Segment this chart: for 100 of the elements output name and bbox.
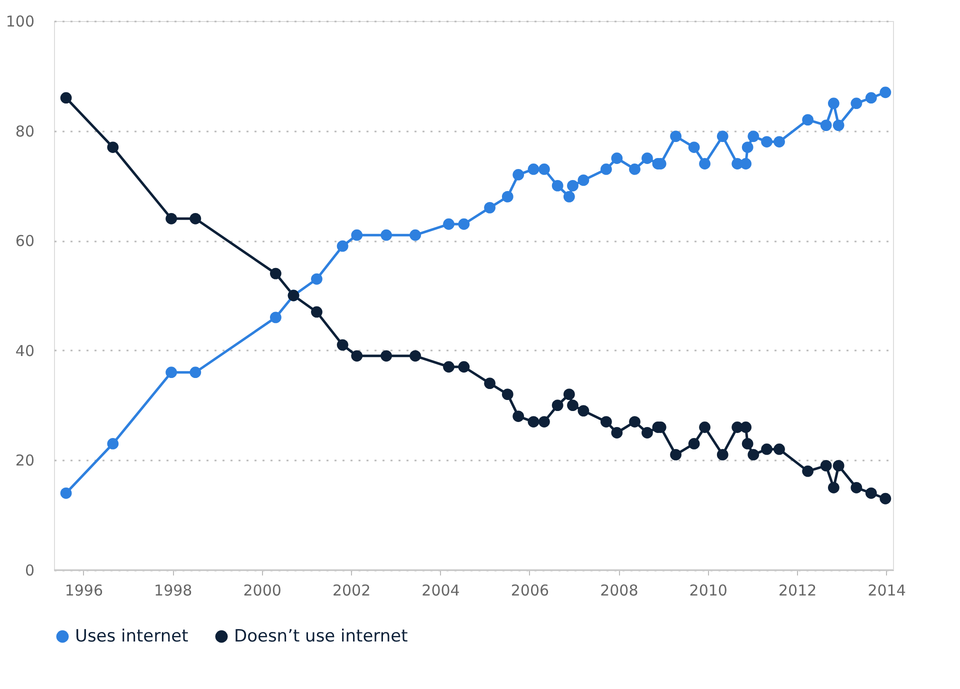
point [552, 180, 564, 192]
point [828, 98, 840, 110]
point [761, 444, 772, 455]
point [336, 240, 348, 252]
point [832, 120, 844, 131]
point [578, 174, 590, 186]
point [716, 130, 728, 142]
point [380, 350, 392, 362]
point [107, 142, 119, 153]
point [629, 164, 640, 175]
point [740, 422, 752, 433]
point [670, 449, 682, 460]
point [270, 312, 282, 324]
point [567, 180, 578, 192]
point [850, 482, 862, 494]
point [880, 86, 892, 98]
point [351, 350, 363, 362]
point [552, 400, 564, 411]
point [410, 350, 421, 362]
point [443, 218, 454, 230]
point [380, 229, 392, 241]
point [484, 202, 496, 214]
point [688, 142, 700, 153]
point [642, 152, 653, 164]
point [865, 92, 877, 104]
point [688, 438, 700, 450]
point [600, 164, 612, 175]
point [563, 388, 575, 400]
point [567, 400, 578, 411]
point [443, 361, 454, 373]
point [774, 444, 785, 455]
point [538, 164, 550, 175]
point [311, 273, 322, 285]
y-tick-label: 100 [6, 12, 34, 30]
point [578, 405, 590, 416]
point [611, 427, 623, 438]
x-tick-label: 2000 [243, 582, 282, 600]
point [107, 438, 119, 450]
point [600, 416, 612, 428]
y-tick-label: 60 [15, 232, 34, 250]
x-tick-label: 1996 [64, 582, 104, 600]
point [502, 190, 514, 202]
x-tick-label: 1998 [154, 582, 192, 600]
x-tick-label: 2004 [422, 582, 460, 600]
x-tick-label: 2014 [868, 582, 906, 600]
point [502, 388, 514, 400]
x-tick-label: 2002 [332, 582, 371, 600]
x-tick-label: 2008 [600, 582, 638, 600]
point [761, 136, 772, 148]
point [60, 487, 72, 499]
point [166, 366, 178, 378]
point [742, 142, 754, 153]
point [820, 120, 832, 131]
point [270, 268, 282, 280]
point [528, 164, 540, 175]
point [60, 92, 72, 104]
point [802, 465, 814, 477]
x-tick-label: 2010 [689, 582, 728, 600]
point [512, 169, 524, 180]
point [670, 130, 682, 142]
point [166, 212, 178, 224]
point [458, 218, 470, 230]
point [538, 416, 550, 428]
legend-label: Uses internet [75, 626, 189, 647]
point [742, 438, 754, 450]
point [820, 460, 832, 472]
point [563, 190, 575, 202]
point [336, 339, 348, 351]
y-tick-label: 0 [24, 562, 34, 580]
point [512, 410, 524, 422]
point [774, 136, 785, 148]
point [832, 460, 844, 472]
y-tick-label: 20 [15, 452, 34, 470]
point [484, 378, 496, 390]
point [880, 492, 892, 504]
point [748, 449, 760, 460]
point [190, 366, 202, 378]
y-tick-label: 80 [15, 122, 34, 140]
point [850, 98, 862, 110]
legend-label: Doesn’t use internet [234, 626, 408, 647]
x-tick-label: 2012 [778, 582, 817, 600]
point [828, 482, 840, 494]
point [699, 158, 710, 170]
point [528, 416, 540, 428]
point [740, 158, 752, 170]
point [629, 416, 640, 428]
point [865, 487, 877, 499]
point [458, 361, 470, 373]
y-tick-label: 40 [15, 342, 34, 360]
point [190, 212, 202, 224]
point [642, 427, 653, 438]
point [311, 306, 322, 318]
point [611, 152, 623, 164]
point [351, 229, 363, 241]
point [802, 114, 814, 126]
x-tick-label: 2006 [510, 582, 550, 600]
point [716, 449, 728, 460]
point [410, 229, 421, 241]
point [699, 422, 710, 433]
point [748, 130, 760, 142]
